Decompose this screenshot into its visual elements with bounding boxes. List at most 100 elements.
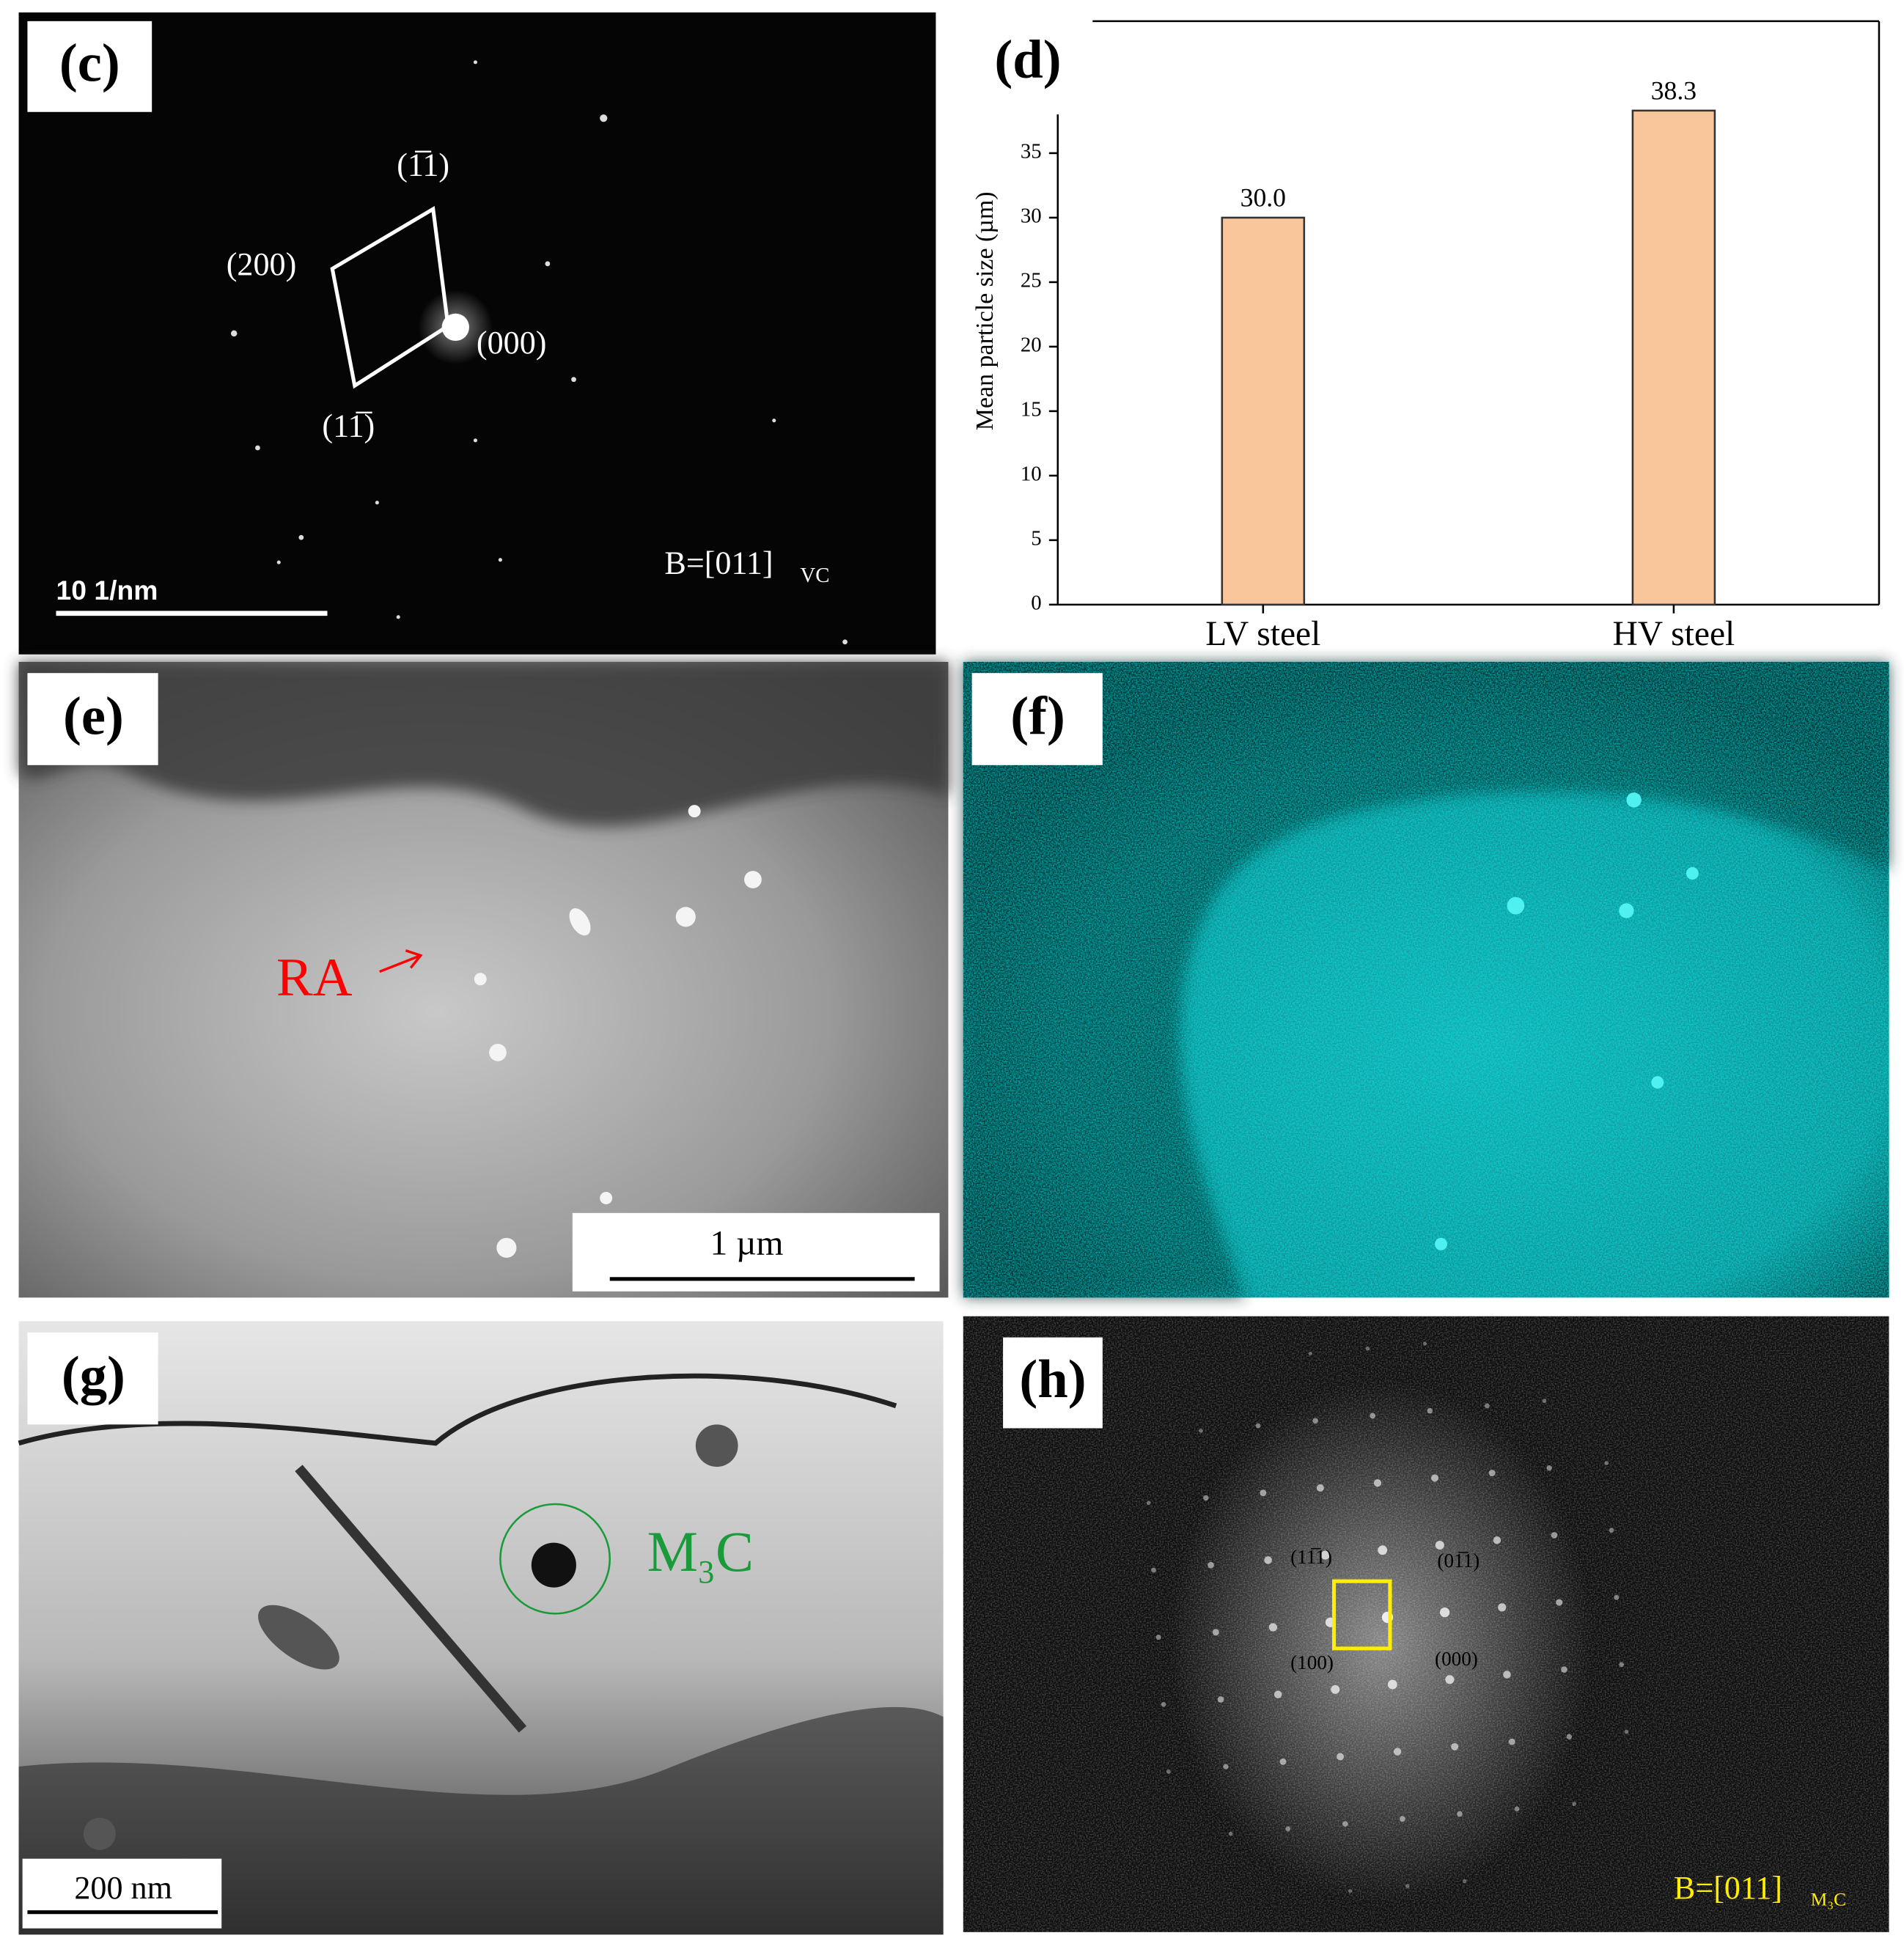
fft-spot <box>1556 1599 1563 1606</box>
fft-spot <box>1342 1821 1348 1827</box>
fft-spot <box>1427 1407 1433 1414</box>
fft-spot <box>1208 1561 1214 1569</box>
x-tick-label: HV steel <box>1613 615 1735 653</box>
bar <box>1221 216 1306 606</box>
y-tick-label: 15 <box>1021 398 1042 421</box>
bar <box>1631 109 1716 606</box>
particle <box>83 1817 116 1850</box>
zone-axis-sub: VC <box>800 564 829 587</box>
zone-axis: B=[011] <box>1674 1870 1782 1906</box>
fft-spot <box>1203 1495 1209 1501</box>
phase-label: M <box>647 1520 698 1583</box>
fft-spot <box>1279 1758 1287 1765</box>
panel-label: (f) <box>1010 686 1065 747</box>
spot-label: (100) <box>1290 1651 1334 1673</box>
arrow <box>379 949 423 973</box>
fft-spot <box>1273 1690 1282 1698</box>
fft-spot <box>1604 1461 1609 1465</box>
fft-spot <box>1348 1889 1353 1893</box>
fft-spot <box>1493 1536 1501 1544</box>
scale-bar-label: 1 µm <box>710 1225 783 1263</box>
fft-spot <box>1320 1550 1330 1560</box>
fft-spot <box>1199 1428 1203 1433</box>
label-box <box>971 673 1103 765</box>
x-tick-label: LV steel <box>1205 615 1320 653</box>
fft-spot <box>1268 1623 1277 1632</box>
fft-spot <box>1285 1826 1291 1832</box>
fft-spot <box>1365 1347 1370 1351</box>
fft-spot <box>1217 1696 1224 1703</box>
unit-cell <box>330 205 450 389</box>
fft-spot <box>1223 1764 1229 1769</box>
fft-spot <box>1561 1666 1567 1673</box>
fft-spot <box>1488 1470 1496 1477</box>
fft-spot <box>1312 1418 1318 1424</box>
center-glow <box>1169 1380 1593 1904</box>
fft-spot <box>1542 1399 1547 1403</box>
fft-spot <box>1457 1811 1463 1817</box>
label-box <box>1003 1337 1103 1429</box>
fft-spot <box>1337 1753 1345 1761</box>
fft-spot <box>1546 1465 1552 1471</box>
y-tick-label: 25 <box>1021 269 1042 292</box>
spot-label: (1̅1) <box>397 147 449 183</box>
fft-spot <box>1166 1769 1171 1774</box>
fft-spot <box>1399 1816 1405 1822</box>
fft-spot <box>1614 1594 1620 1600</box>
particle <box>531 1542 576 1588</box>
diffraction-spots <box>230 60 848 645</box>
y-tick-label: 10 <box>1021 463 1042 486</box>
fft-spot <box>1212 1629 1219 1636</box>
fft-spot <box>1151 1567 1156 1573</box>
panel-h: (11̅1) (01̅1) (100) (000) B=[011] M₃C (h) <box>963 1316 1889 1932</box>
highlight-circle <box>499 1503 611 1615</box>
fft-spot <box>1316 1484 1324 1492</box>
fft-spot <box>1514 1806 1520 1812</box>
fft-spot <box>1463 1879 1467 1883</box>
precipitates <box>1435 792 1699 1251</box>
fft-spot <box>1445 1675 1455 1684</box>
fft-spot <box>1260 1489 1267 1497</box>
zone-axis-sub: M₃C <box>1811 1888 1846 1909</box>
fft-spot <box>1435 1540 1444 1550</box>
fft-spot <box>1146 1500 1151 1506</box>
dark-region <box>18 1706 944 1935</box>
fft-spot <box>1624 1729 1629 1734</box>
fft-spot <box>1484 1403 1490 1409</box>
y-tick-label: 20 <box>1021 334 1042 357</box>
panel-d: (d) Mean particle size (µm) 0 5 10 15 20 25 30… <box>971 20 1881 653</box>
particle <box>695 1424 738 1467</box>
fft-spot <box>1619 1662 1625 1668</box>
fft-spot <box>1566 1734 1573 1740</box>
annotation: RA <box>276 947 353 1008</box>
dark-region <box>18 661 949 827</box>
noise <box>963 661 1889 1298</box>
panel-e: RA 1 µm (e) <box>18 661 949 1298</box>
phase-label-sub: 3 <box>698 1554 714 1590</box>
unit-cell <box>1332 1579 1392 1651</box>
fft-spot <box>1439 1607 1450 1618</box>
fft-spot <box>1387 1679 1397 1690</box>
panel-label: (g) <box>62 1345 125 1406</box>
fft-spot <box>1155 1635 1161 1640</box>
fft-spot <box>1431 1474 1439 1482</box>
y-tick-label: 5 <box>1031 527 1041 550</box>
spot-label: (000) <box>477 325 547 361</box>
fft-spot <box>1393 1747 1402 1756</box>
zone-axis: B=[011] <box>664 545 773 581</box>
panel-f: (f) <box>963 661 1889 1298</box>
spot-label: (200) <box>227 246 297 282</box>
fft-spot <box>1609 1528 1614 1533</box>
value-label: 30.0 <box>1240 183 1286 212</box>
label-box <box>27 673 158 765</box>
spot-label: (11̅) <box>322 408 375 444</box>
fft-spot <box>1405 1884 1410 1888</box>
panel-g: M 3 C 200 nm (g) <box>18 1321 944 1935</box>
value-label: 38.3 <box>1651 75 1697 105</box>
fft-spot <box>1378 1545 1388 1555</box>
spot-label: (000) <box>1435 1648 1478 1670</box>
scale-box <box>22 1858 222 1929</box>
precipitates <box>474 805 762 1258</box>
